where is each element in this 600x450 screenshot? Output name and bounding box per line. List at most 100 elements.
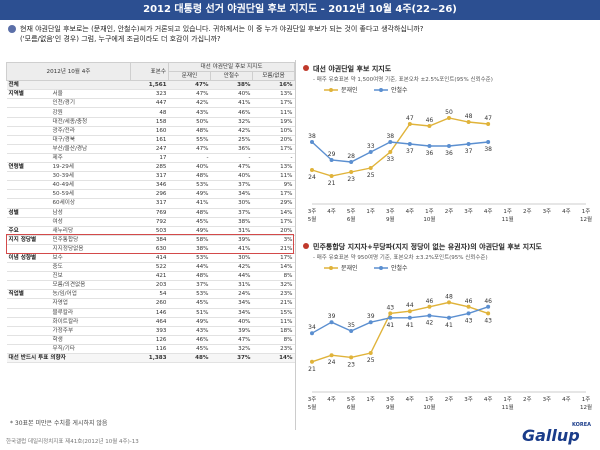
data-label: 46 [426,298,434,305]
data-point [427,313,432,318]
data-label: 38 [484,146,492,153]
data-label: 41 [386,322,394,329]
cell-none: 21% [252,298,295,309]
cell-sample: 384 [130,235,169,245]
cell-subgroup: 인천/경기 [50,98,131,109]
cell-none: - [252,153,295,164]
cell-sample: 447 [130,98,169,109]
cell-moon: 48% [168,271,211,282]
cell-sample: 48 [130,107,169,118]
cell-none: 23% [252,344,295,355]
data-point [388,150,393,154]
cell-none: 17% [252,217,295,227]
data-point [310,359,314,364]
cell-moon: 53% [168,253,211,264]
cell-sample: 792 [130,217,169,227]
table-row: 대전/세종/충청 158 50% 32% 19% [6,117,295,127]
x-tick-week: 3주 [308,208,317,215]
data-point [486,311,491,316]
data-label: 38 [308,133,316,140]
cell-category [6,344,51,355]
header-sample: 표본수 [130,61,169,82]
data-point [349,329,354,333]
cell-category [6,317,51,327]
cell-subgroup: 지지정당없음 [50,244,131,254]
cell-none: 14% [252,208,295,218]
cell-none: 17% [252,144,295,154]
cell-ahn: 34% [210,308,253,318]
cell-moon: 47% [168,89,211,100]
data-label: 35 [347,322,355,329]
cell-none: 11% [252,107,295,118]
cell-none: 14% [252,262,295,273]
cell-category: 지역별 [6,89,51,100]
x-tick-label: 1주 [366,208,375,215]
data-label: 47 [484,115,492,122]
cell-moon: 53% [168,180,211,191]
cell-ahn: 39% [210,235,253,245]
cell-category [6,271,51,282]
x-tick-label: 1주 10월 [423,208,435,223]
table-row: 가정주부 393 43% 39% 18% [6,326,295,336]
x-tick-label: 3주 [464,208,473,215]
cell-sample: 522 [130,262,169,273]
cell-none: 21% [252,244,295,254]
x-tick-label: 2주 [445,396,454,403]
chart-subtitle: - 매주 유효표본 약 950여명 기준, 표본오차 ±3.2%포인트(95% … [313,253,488,261]
x-tick-month: 9월 [386,403,395,411]
data-point [310,140,314,144]
table-row: 학생 126 46% 47% 8% [6,335,295,345]
x-tick-week: 1주 [503,208,512,215]
table-row: 직업별 농/임/어업 54 53% 24% 23% [6,289,295,300]
cell-sample: 503 [130,226,169,236]
data-label: 21 [308,366,316,373]
chart-title-bullet-icon [303,65,309,71]
cell-none: 23% [252,289,295,300]
cell-ahn: 41% [210,98,253,109]
x-tick-label: 3주 [543,396,552,403]
page-title: 2012 대통령 선거 야권단일 후보 지지도 - 2012년 10월 4주(2… [0,0,600,20]
cell-sample: 1,561 [130,80,169,91]
cell-subgroup: 진보 [50,271,131,282]
header-none: 모름/없음 [252,71,295,82]
data-label: 44 [406,302,414,309]
question-text: 현재 야권단일 후보로는 (문재인, 안철수)씨가 거론되고 있습니다. 귀하께… [8,24,594,44]
x-tick-month: 11월 [502,215,514,223]
data-point [329,320,334,325]
cell-subgroup: 보수 [50,253,131,264]
data-point [447,144,451,148]
cell-subgroup: 50-59세 [50,189,131,200]
cell-category [6,144,51,154]
cell-none: 17% [252,98,295,109]
cell-category [6,171,51,182]
cell-none: 17% [252,189,295,200]
data-label: 48 [465,113,473,120]
table-row: 이념 성향별 보수 414 53% 30% 17% [6,253,295,264]
cell-ahn: 34% [210,189,253,200]
cell-category [6,107,51,118]
cell-category [6,308,51,318]
cell-none: 11% [252,171,295,182]
data-point [407,315,412,320]
table-row: 지지정당없음 630 38% 41% 21% [6,244,295,254]
cell-moon: 49% [168,189,211,200]
cell-moon: 48% [168,126,211,136]
table-row: 지역별 서울 323 47% 40% 13% [6,89,295,100]
legend-marker [329,266,333,270]
cell-ahn: 31% [210,226,253,236]
cell-ahn: 32% [210,344,253,355]
cell-none: 15% [252,308,295,318]
panel-divider [295,60,296,430]
data-label: 36 [445,150,453,157]
cell-none: 16% [252,80,295,91]
footnote: * 30표본 미만은 수치를 게시하지 않음 [10,420,108,427]
cell-ahn: 40% [210,317,253,327]
cell-ahn: 38% [210,217,253,227]
cell-sample: 161 [130,135,169,145]
cell-moon: 42% [168,98,211,109]
cell-category [6,135,51,145]
table-row: 40-49세 346 53% 37% 9% [6,180,295,191]
x-tick-week: 1주 [582,396,591,403]
cell-sample: 285 [130,162,169,173]
data-point [407,309,412,314]
